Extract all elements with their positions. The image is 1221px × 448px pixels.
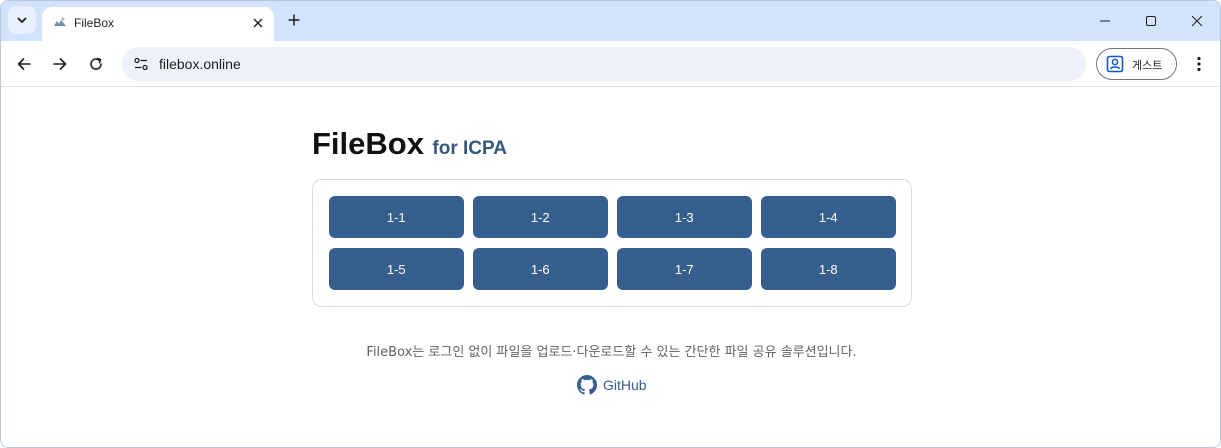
address-bar[interactable]: filebox.online — [122, 47, 1086, 81]
github-icon — [577, 375, 597, 395]
minimize-button[interactable] — [1082, 1, 1128, 41]
arrow-left-icon — [17, 58, 31, 70]
site-info-button[interactable] — [128, 51, 154, 77]
window-close-button[interactable] — [1174, 1, 1220, 41]
reload-icon — [90, 57, 102, 70]
description-text: FileBox는 로그인 없이 파일을 업로드·다운로드할 수 있는 간단한 파… — [366, 345, 857, 360]
room-button-1-5[interactable]: 1-5 — [329, 248, 464, 290]
page-title: FileBox — [312, 126, 424, 161]
back-button[interactable] — [10, 50, 38, 78]
tab-close-button[interactable] — [248, 13, 268, 33]
room-button-grid: 1-1 1-2 1-3 1-4 1-5 1-6 1-7 1-8 — [329, 196, 896, 290]
github-label: GitHub — [603, 377, 647, 393]
maximize-icon — [1146, 16, 1156, 26]
tab-search-button[interactable] — [8, 6, 36, 34]
tab-filebox[interactable]: FileBox — [42, 7, 274, 41]
forward-button[interactable] — [46, 50, 74, 78]
room-button-1-2[interactable]: 1-2 — [473, 196, 608, 238]
page-content: FileBox for ICPA 1-1 1-2 1-3 1-4 1-5 1-6… — [1, 88, 1220, 447]
tab-title: FileBox — [74, 16, 115, 30]
tune-icon — [134, 57, 148, 71]
more-vertical-icon — [1197, 56, 1201, 72]
plus-icon — [288, 14, 300, 26]
page-heading: FileBox for ICPA — [312, 126, 507, 162]
room-button-1-7[interactable]: 1-7 — [617, 248, 752, 290]
room-button-1-3[interactable]: 1-3 — [617, 196, 752, 238]
room-button-1-1[interactable]: 1-1 — [329, 196, 464, 238]
favicon-icon — [54, 17, 66, 26]
tab-strip: FileBox — [1, 1, 1220, 41]
page-subtitle: for ICPA — [432, 138, 508, 159]
room-button-1-8[interactable]: 1-8 — [761, 248, 896, 290]
github-link[interactable]: GitHub — [577, 375, 647, 395]
profile-icon — [1106, 55, 1124, 73]
chevron-down-icon — [17, 17, 27, 23]
minimize-icon — [1100, 20, 1110, 22]
close-icon — [253, 18, 263, 28]
url-text: filebox.online — [159, 56, 241, 72]
arrow-right-icon — [53, 58, 67, 70]
new-tab-button[interactable] — [283, 9, 305, 31]
room-button-1-6[interactable]: 1-6 — [473, 248, 608, 290]
toolbar: filebox.online 게스트 — [1, 41, 1220, 87]
guest-profile-button[interactable]: 게스트 — [1096, 48, 1177, 80]
maximize-button[interactable] — [1128, 1, 1174, 41]
close-icon — [1191, 15, 1203, 27]
room-card: 1-1 1-2 1-3 1-4 1-5 1-6 1-7 1-8 — [312, 179, 912, 307]
reload-button[interactable] — [82, 50, 110, 78]
browser-menu-button[interactable] — [1187, 50, 1211, 78]
guest-label: 게스트 — [1132, 60, 1163, 72]
room-button-1-4[interactable]: 1-4 — [761, 196, 896, 238]
